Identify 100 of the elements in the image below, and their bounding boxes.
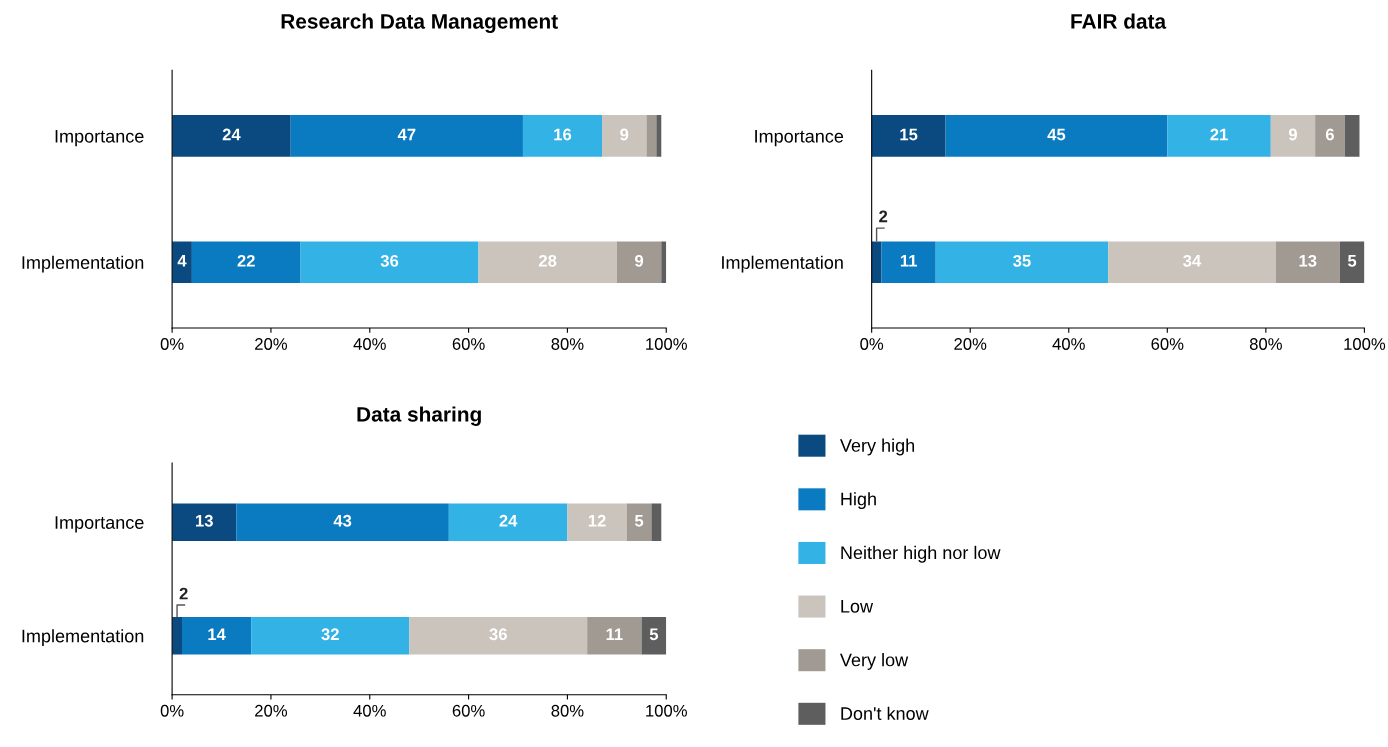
bar xyxy=(1344,115,1360,157)
bar xyxy=(172,241,192,284)
bar xyxy=(871,241,882,284)
chart-title: Research Data Management xyxy=(281,13,558,33)
bar xyxy=(567,503,627,541)
bar xyxy=(478,241,617,284)
data-label: 28 xyxy=(538,254,557,267)
y-tick-label: Importance xyxy=(55,130,144,147)
data-label: 5 xyxy=(1347,255,1357,267)
data-label: 45 xyxy=(1047,128,1066,141)
data-label: 11 xyxy=(606,628,623,640)
bar xyxy=(448,503,568,541)
x-tick-label: 40% xyxy=(353,338,386,350)
data-label: 13 xyxy=(196,514,213,527)
bar xyxy=(656,115,662,157)
bar xyxy=(641,616,667,655)
bar xyxy=(602,115,647,157)
bar xyxy=(626,503,652,541)
data-label: 12 xyxy=(588,514,606,527)
x-tick-label: 20% xyxy=(255,704,288,717)
x-tick-label: 0% xyxy=(160,704,184,717)
bar xyxy=(661,241,667,284)
data-label: 5 xyxy=(649,628,659,641)
x-tick-label: 60% xyxy=(452,338,485,350)
y-tick-label: Importance xyxy=(55,516,144,533)
y-tick-label: Implementation xyxy=(22,629,144,646)
bar xyxy=(290,115,523,157)
x-tick-label: 20% xyxy=(954,338,987,350)
x-tick-label: 100% xyxy=(646,704,687,717)
data-label: 6 xyxy=(1325,128,1334,141)
legend-label: Don't know xyxy=(841,706,929,720)
data-label: 35 xyxy=(1013,254,1031,267)
legend-label: Low xyxy=(841,600,874,613)
bar xyxy=(935,241,1109,284)
bar xyxy=(172,115,291,157)
data-label: 24 xyxy=(222,128,241,141)
data-label: 47 xyxy=(397,128,416,141)
bar xyxy=(587,616,642,655)
data-label: 16 xyxy=(554,128,572,141)
data-label: 22 xyxy=(237,254,255,267)
bar xyxy=(881,241,936,284)
data-label: 9 xyxy=(620,128,629,141)
bar xyxy=(871,115,946,157)
data-label: 21 xyxy=(1210,128,1228,141)
bar xyxy=(300,241,479,284)
legend-label: Neither high nor low xyxy=(841,545,1001,563)
data-label: 13 xyxy=(1299,254,1317,267)
bar xyxy=(522,115,602,157)
data-label: 36 xyxy=(380,254,399,267)
x-tick-label: 60% xyxy=(452,704,485,717)
data-label: 15 xyxy=(900,128,918,141)
bar xyxy=(181,616,252,655)
y-tick-label: Implementation xyxy=(722,255,843,273)
x-tick-label: 80% xyxy=(1249,338,1282,350)
x-tick-label: 60% xyxy=(1151,338,1184,350)
bar xyxy=(1108,241,1276,284)
bar xyxy=(616,241,662,284)
data-label: 43 xyxy=(333,514,352,527)
bar xyxy=(646,115,657,157)
data-label: 11 xyxy=(900,255,917,267)
legend-label: Very high xyxy=(839,438,915,456)
bar xyxy=(651,503,662,541)
x-tick-label: 80% xyxy=(551,704,584,717)
bar xyxy=(172,503,237,541)
x-tick-label: 100% xyxy=(646,338,687,350)
bar xyxy=(236,503,449,541)
data-label: 36 xyxy=(489,628,507,641)
chart-title: Data sharing xyxy=(357,406,481,426)
data-label: 2 xyxy=(179,587,188,600)
bar xyxy=(251,616,410,655)
data-label: 34 xyxy=(1183,254,1202,267)
data-label: 14 xyxy=(208,628,226,640)
bar xyxy=(172,616,182,655)
bar xyxy=(409,616,588,655)
x-tick-label: 20% xyxy=(255,338,288,350)
data-label: 9 xyxy=(1288,128,1297,141)
data-label: 32 xyxy=(321,628,339,641)
bar xyxy=(1275,241,1340,284)
x-tick-label: 0% xyxy=(160,338,184,350)
data-label: 9 xyxy=(635,254,644,267)
data-label: 24 xyxy=(499,514,518,527)
bar xyxy=(1315,115,1345,157)
bar xyxy=(945,115,1168,157)
bar xyxy=(1270,115,1316,157)
x-tick-label: 100% xyxy=(1344,338,1386,350)
data-label: 4 xyxy=(177,255,187,267)
y-tick-label: Importance xyxy=(755,130,844,147)
data-label: 5 xyxy=(634,515,644,527)
x-tick-label: 40% xyxy=(353,704,386,717)
bar xyxy=(1339,241,1365,284)
x-tick-label: 40% xyxy=(1052,338,1085,350)
data-label: 2 xyxy=(879,210,888,223)
x-tick-label: 80% xyxy=(551,338,584,350)
bar xyxy=(191,241,301,284)
x-tick-label: 0% xyxy=(860,338,884,350)
chart-title: FAIR data xyxy=(1071,13,1167,29)
y-tick-label: Implementation xyxy=(22,255,144,273)
legend-label: High xyxy=(841,492,876,510)
legend-label: Very low xyxy=(839,653,909,670)
bar xyxy=(1167,115,1271,157)
